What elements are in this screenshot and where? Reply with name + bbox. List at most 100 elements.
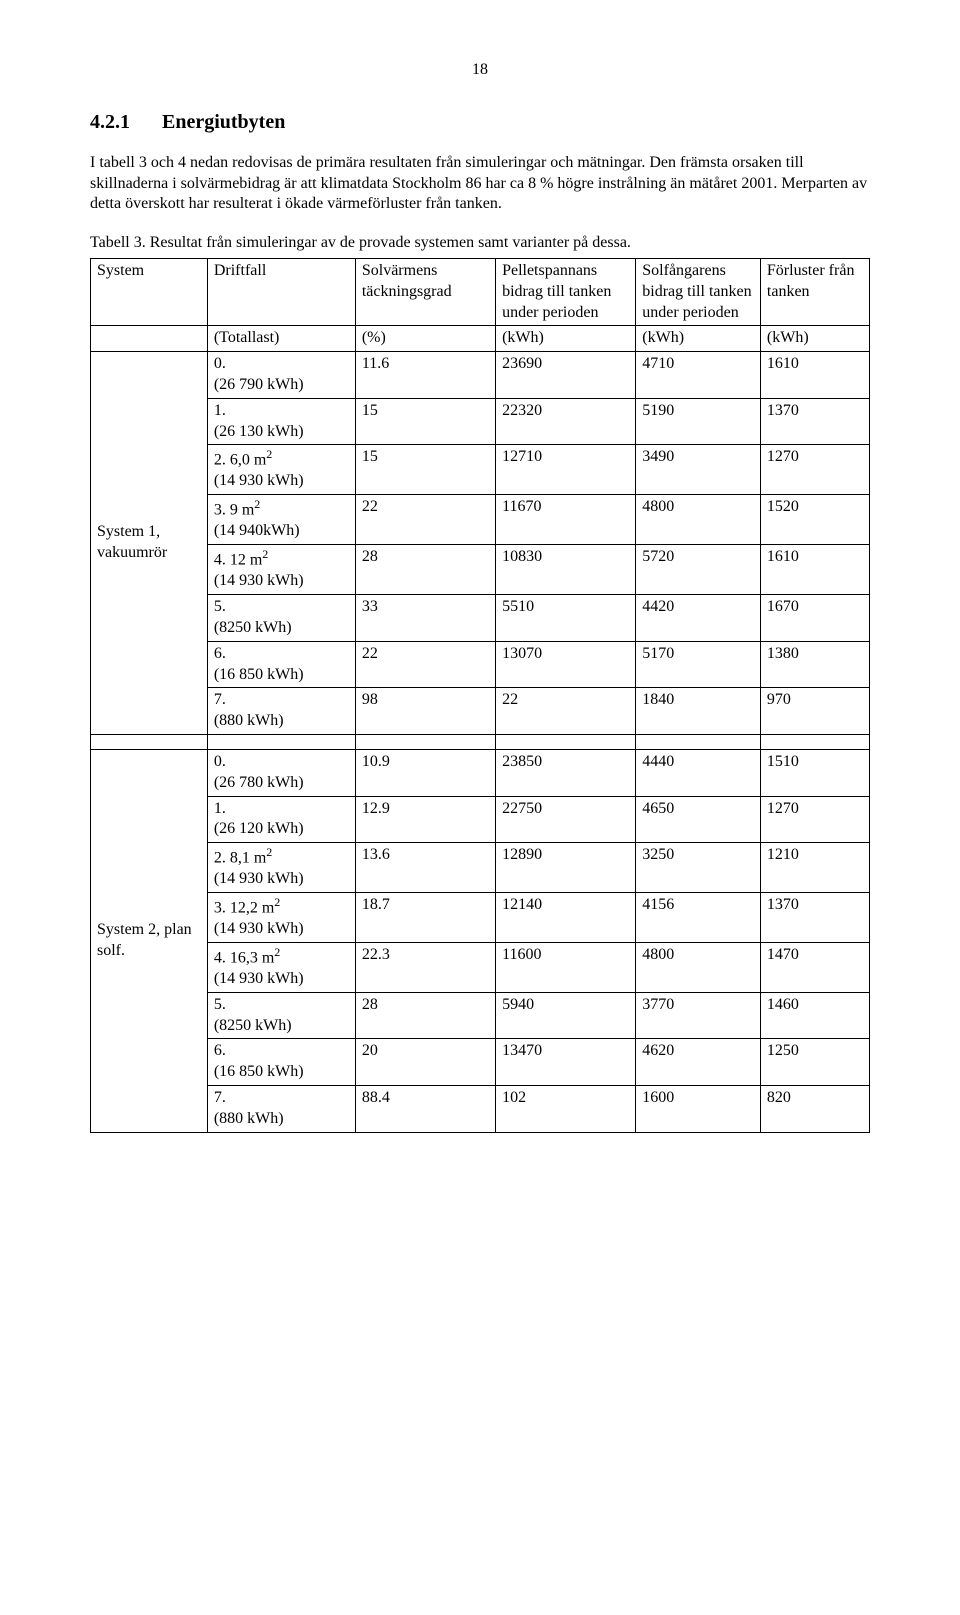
cell: 88.4 bbox=[355, 1086, 495, 1133]
cell: 5170 bbox=[636, 641, 761, 688]
table-row: 2. 8,1 m2(14 930 kWh) 13.6 12890 3250 12… bbox=[91, 843, 870, 893]
cell: 22.3 bbox=[355, 942, 495, 992]
cell: (kWh) bbox=[636, 326, 761, 352]
cell: 1460 bbox=[760, 992, 869, 1039]
cell: 12890 bbox=[496, 843, 636, 893]
cell: 2. 6,0 m2(14 930 kWh) bbox=[207, 445, 355, 495]
cell bbox=[91, 326, 208, 352]
cell: 12.9 bbox=[355, 796, 495, 843]
cell: 1610 bbox=[760, 545, 869, 595]
cell: 3. 12,2 m2(14 930 kWh) bbox=[207, 893, 355, 943]
cell: 5.(8250 kWh) bbox=[207, 595, 355, 642]
cell: 4. 16,3 m2(14 930 kWh) bbox=[207, 942, 355, 992]
table-row: 7.(880 kWh) 88.4 102 1600 820 bbox=[91, 1086, 870, 1133]
table-row: 1.(26 120 kWh) 12.9 22750 4650 1270 bbox=[91, 796, 870, 843]
table-row: 3. 9 m2(14 940kWh) 22 11670 4800 1520 bbox=[91, 495, 870, 545]
cell: 15 bbox=[355, 398, 495, 445]
cell: 33 bbox=[355, 595, 495, 642]
cell: 5720 bbox=[636, 545, 761, 595]
col-system: System bbox=[91, 258, 208, 325]
cell: 5190 bbox=[636, 398, 761, 445]
cell: 15 bbox=[355, 445, 495, 495]
cell: 5510 bbox=[496, 595, 636, 642]
cell: 6.(16 850 kWh) bbox=[207, 1039, 355, 1086]
col-pellets: Pelletspannans bidrag till tanken under … bbox=[496, 258, 636, 325]
table-header-row: System Driftfall Solvärmens täckningsgra… bbox=[91, 258, 870, 325]
paragraph-1: I tabell 3 och 4 nedan redovisas de prim… bbox=[90, 153, 870, 215]
cell: 4710 bbox=[636, 352, 761, 399]
table-row: 7.(880 kWh) 98 22 1840 970 bbox=[91, 688, 870, 735]
table-row: 5.(8250 kWh) 28 5940 3770 1460 bbox=[91, 992, 870, 1039]
cell: 11600 bbox=[496, 942, 636, 992]
col-solfangarens: Solfångarens bidrag till tanken under pe… bbox=[636, 258, 761, 325]
col-solvarmens: Solvärmens täckningsgrad bbox=[355, 258, 495, 325]
cell: 23690 bbox=[496, 352, 636, 399]
table-row: 3. 12,2 m2(14 930 kWh) 18.7 12140 4156 1… bbox=[91, 893, 870, 943]
table-caption: Tabell 3. Resultat från simuleringar av … bbox=[90, 233, 870, 254]
cell: 13470 bbox=[496, 1039, 636, 1086]
results-table: System Driftfall Solvärmens täckningsgra… bbox=[90, 258, 870, 1133]
cell: 22320 bbox=[496, 398, 636, 445]
cell: 12710 bbox=[496, 445, 636, 495]
cell: 4420 bbox=[636, 595, 761, 642]
table-row: System 2, plan solf. 0.(26 780 kWh) 10.9… bbox=[91, 749, 870, 796]
cell: 22 bbox=[355, 495, 495, 545]
col-driftfall: Driftfall bbox=[207, 258, 355, 325]
table-row: 6.(16 850 kWh) 20 13470 4620 1250 bbox=[91, 1039, 870, 1086]
cell: 6.(16 850 kWh) bbox=[207, 641, 355, 688]
cell: 3250 bbox=[636, 843, 761, 893]
cell: (kWh) bbox=[496, 326, 636, 352]
table-row: 6.(16 850 kWh) 22 13070 5170 1380 bbox=[91, 641, 870, 688]
cell: (kWh) bbox=[760, 326, 869, 352]
cell: 7.(880 kWh) bbox=[207, 1086, 355, 1133]
cell: 1.(26 120 kWh) bbox=[207, 796, 355, 843]
section-heading: 4.2.1Energiutbyten bbox=[90, 109, 870, 135]
cell: 12140 bbox=[496, 893, 636, 943]
cell: 3770 bbox=[636, 992, 761, 1039]
cell: 11670 bbox=[496, 495, 636, 545]
cell: 4800 bbox=[636, 495, 761, 545]
table-row: 4. 16,3 m2(14 930 kWh) 22.3 11600 4800 1… bbox=[91, 942, 870, 992]
cell: 4156 bbox=[636, 893, 761, 943]
cell: 1370 bbox=[760, 893, 869, 943]
cell: 4620 bbox=[636, 1039, 761, 1086]
cell: 102 bbox=[496, 1086, 636, 1133]
cell: 11.6 bbox=[355, 352, 495, 399]
cell: 22 bbox=[496, 688, 636, 735]
table-spacer-row bbox=[91, 734, 870, 749]
cell: 4800 bbox=[636, 942, 761, 992]
cell: 22750 bbox=[496, 796, 636, 843]
cell: 4. 12 m2(14 930 kWh) bbox=[207, 545, 355, 595]
cell: 1370 bbox=[760, 398, 869, 445]
cell: 20 bbox=[355, 1039, 495, 1086]
col-forluster: Förluster från tanken bbox=[760, 258, 869, 325]
cell: 4440 bbox=[636, 749, 761, 796]
cell: 10.9 bbox=[355, 749, 495, 796]
cell: 22 bbox=[355, 641, 495, 688]
cell: 5940 bbox=[496, 992, 636, 1039]
cell: 1270 bbox=[760, 796, 869, 843]
cell: 1470 bbox=[760, 942, 869, 992]
cell: 1510 bbox=[760, 749, 869, 796]
cell: 820 bbox=[760, 1086, 869, 1133]
cell: 1840 bbox=[636, 688, 761, 735]
table-row: 5.(8250 kWh) 33 5510 4420 1670 bbox=[91, 595, 870, 642]
cell: 0.(26 780 kWh) bbox=[207, 749, 355, 796]
system-label: System 1, vakuumrör bbox=[91, 352, 208, 735]
cell: (%) bbox=[355, 326, 495, 352]
cell: 7.(880 kWh) bbox=[207, 688, 355, 735]
cell: 4650 bbox=[636, 796, 761, 843]
page-number: 18 bbox=[90, 60, 870, 81]
section-title: Energiutbyten bbox=[162, 111, 285, 133]
cell: 3. 9 m2(14 940kWh) bbox=[207, 495, 355, 545]
cell: 3490 bbox=[636, 445, 761, 495]
cell: 18.7 bbox=[355, 893, 495, 943]
table-row: 1.(26 130 kWh) 15 22320 5190 1370 bbox=[91, 398, 870, 445]
cell: 5.(8250 kWh) bbox=[207, 992, 355, 1039]
table-row: System 1, vakuumrör 0.(26 790 kWh) 11.6 … bbox=[91, 352, 870, 399]
system-label: System 2, plan solf. bbox=[91, 749, 208, 1132]
cell: 0.(26 790 kWh) bbox=[207, 352, 355, 399]
table-units-row: (Totallast) (%) (kWh) (kWh) (kWh) bbox=[91, 326, 870, 352]
cell: 98 bbox=[355, 688, 495, 735]
table-row: 4. 12 m2(14 930 kWh) 28 10830 5720 1610 bbox=[91, 545, 870, 595]
